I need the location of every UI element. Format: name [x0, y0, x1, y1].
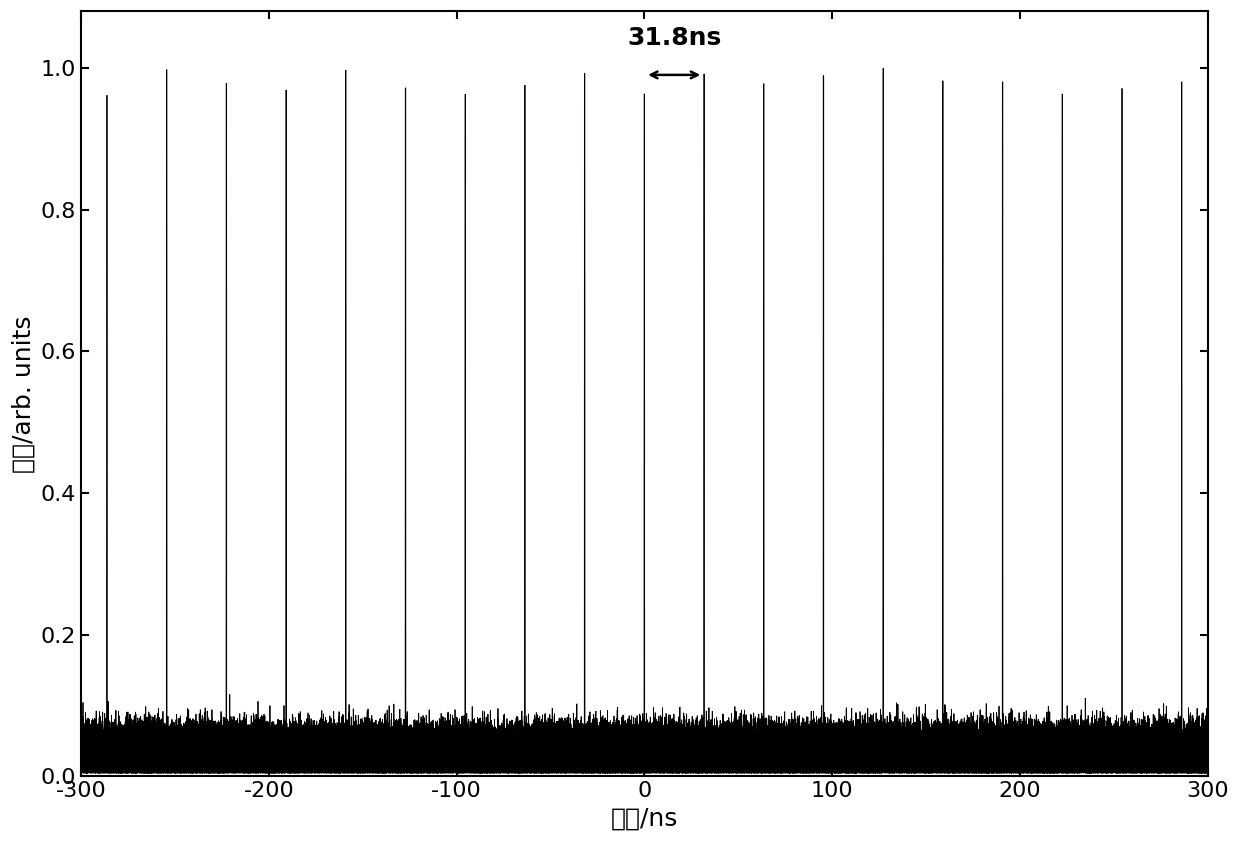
X-axis label: 时间/ns: 时间/ns	[610, 807, 678, 831]
Y-axis label: 强度/arb. units: 强度/arb. units	[11, 315, 35, 472]
Text: 31.8ns: 31.8ns	[627, 26, 722, 50]
